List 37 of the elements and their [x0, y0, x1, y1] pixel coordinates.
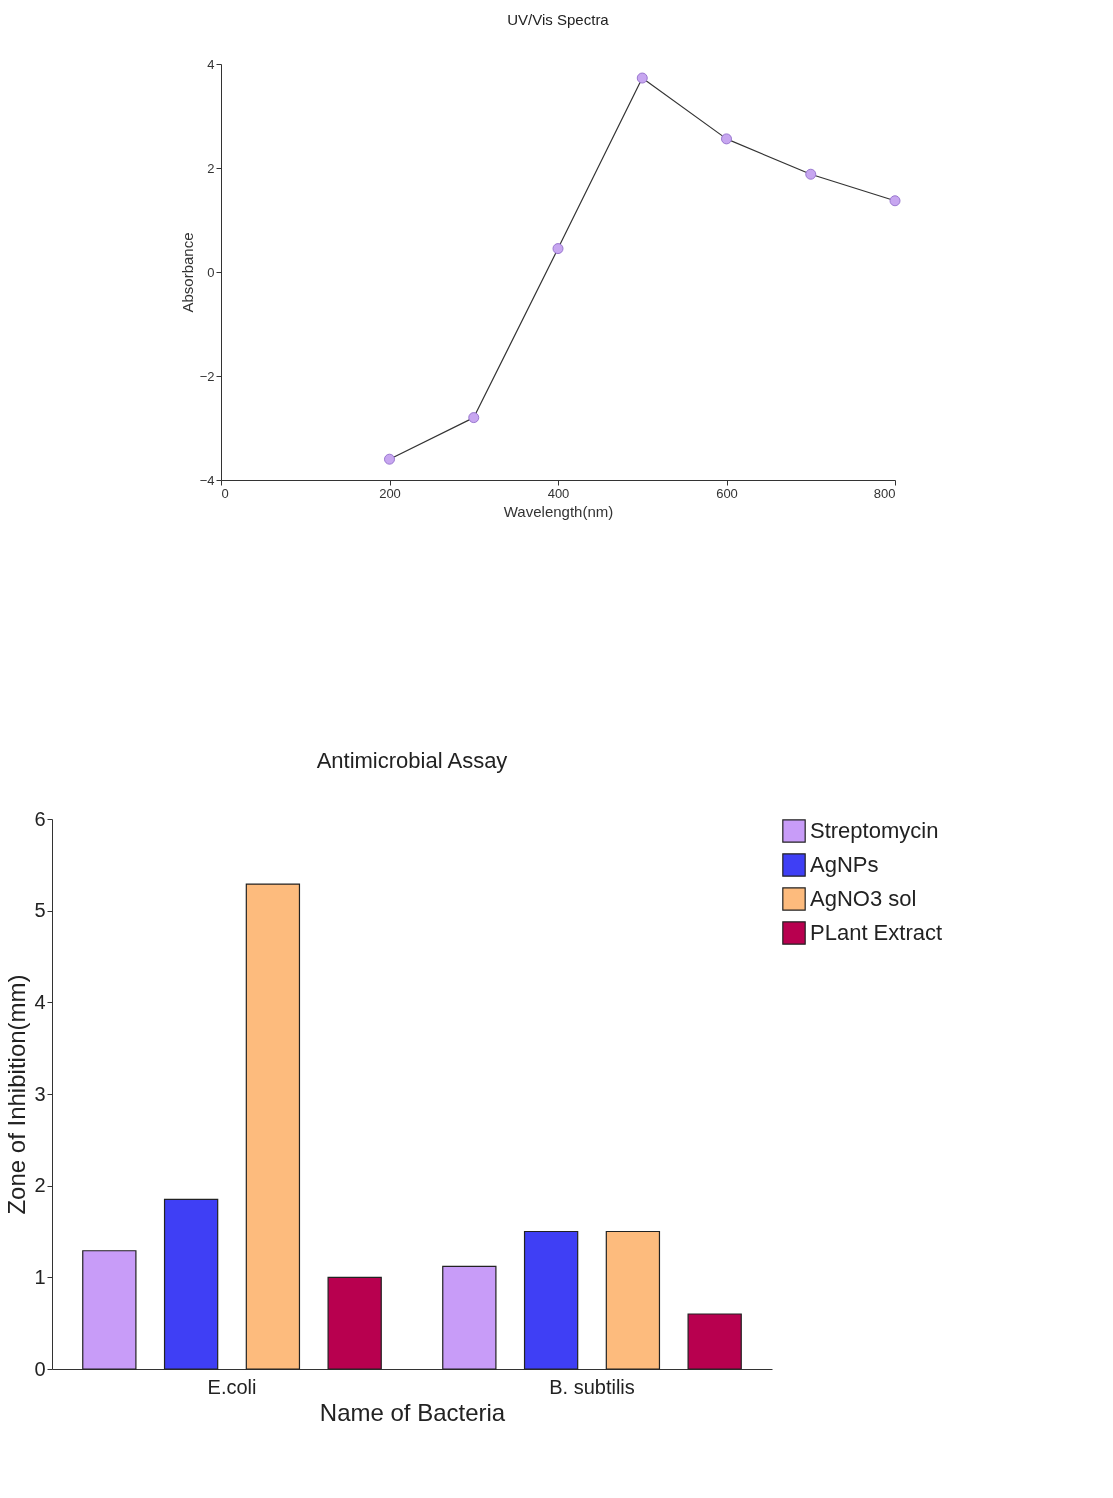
bar	[82, 1250, 137, 1370]
y-tick-label: 4	[34, 990, 46, 1013]
y-tick-label: 6	[34, 807, 46, 830]
y-tick-label: 3	[34, 1082, 46, 1105]
x-tick-label: E.coli	[207, 1375, 257, 1398]
legend-label: AgNO3 sol	[810, 886, 917, 911]
y-tick-label: 1	[34, 1265, 46, 1288]
y-axis-title: Zone of Inhibition(mm)	[3, 974, 31, 1215]
x-axis-title: Wavelength(nm)	[503, 502, 614, 520]
y-tick-label: 4	[207, 56, 215, 72]
chart-title: Antimicrobial Assay	[316, 748, 508, 773]
x-tick-label: 600	[716, 485, 738, 501]
y-axis-title: Absorbance	[178, 232, 196, 313]
y-tick-label: 2	[207, 160, 215, 176]
y-tick-label: 0	[34, 1357, 46, 1380]
bar	[163, 1198, 219, 1370]
bar	[442, 1265, 497, 1370]
legend-label: PLant Extract	[810, 920, 943, 945]
chart-title: UV/Vis Spectra	[507, 11, 610, 28]
bar	[523, 1230, 579, 1370]
bar	[605, 1230, 661, 1370]
bar	[327, 1276, 382, 1370]
x-tick-label: 200	[379, 485, 401, 501]
x-axis-title: Name of Bacteria	[319, 1398, 506, 1426]
y-tick-label: −2	[199, 368, 215, 384]
x-tick-label: 800	[873, 485, 896, 501]
legend-label: AgNPs	[810, 852, 879, 877]
y-tick-label: 5	[34, 899, 46, 922]
x-tick-label: B. subtilis	[549, 1375, 635, 1398]
bar	[245, 883, 301, 1370]
x-tick-label: 400	[547, 485, 570, 501]
bar	[687, 1313, 742, 1370]
y-tick-label: −4	[199, 472, 215, 488]
y-tick-label: 2	[34, 1174, 46, 1197]
legend-label: Streptomycin	[810, 818, 939, 843]
y-tick-label: 0	[207, 264, 215, 280]
x-tick-label: 0	[221, 485, 229, 501]
